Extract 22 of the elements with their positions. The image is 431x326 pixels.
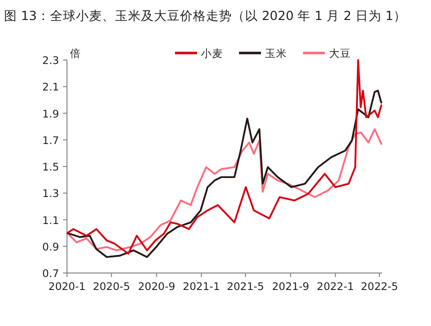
y-tick-label: 2.3 <box>42 55 59 67</box>
x-tick-label: 2020-1 <box>48 281 86 293</box>
chart-title: 图 13：全球小麦、玉米及大豆价格走势（以 2020 年 1 月 2 日为 1） <box>4 8 406 23</box>
x-tick-label: 2021-5 <box>226 281 264 293</box>
x-tick-label: 2022-1 <box>316 281 354 293</box>
y-tick-label: 1.5 <box>42 162 59 174</box>
x-tick-label: 2022-5 <box>360 281 398 293</box>
y-tick-label: 1.3 <box>42 188 59 200</box>
y-tick-label: 2.1 <box>42 82 59 94</box>
x-tick-label: 2020-9 <box>138 281 176 293</box>
x-tick-label: 2020-5 <box>92 281 130 293</box>
legend-label: 小麦 <box>201 47 223 60</box>
x-tick-label: 2021-9 <box>272 281 310 293</box>
y-axis-title: 倍 <box>70 47 81 60</box>
y-tick-label: 1.1 <box>42 214 59 227</box>
y-tick-label: 1.9 <box>42 108 59 120</box>
y-tick-label: 0.9 <box>42 241 59 254</box>
y-tick-label: 0.7 <box>42 268 59 280</box>
legend-label: 玉米 <box>265 47 287 60</box>
x-tick-label: 2021-1 <box>182 281 220 293</box>
legend-label: 大豆 <box>329 47 351 60</box>
y-tick-label: 1.7 <box>42 134 59 147</box>
